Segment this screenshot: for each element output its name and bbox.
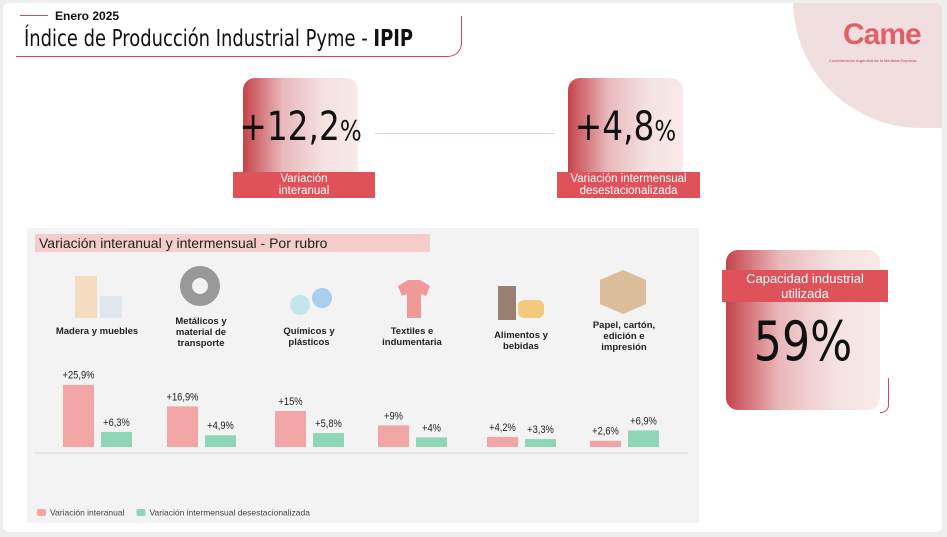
kpi-unit: % bbox=[339, 114, 362, 147]
connector bbox=[375, 133, 555, 134]
subtitle: Enero 2025 bbox=[55, 9, 120, 23]
kpi-value: +12,2% bbox=[237, 104, 364, 150]
kpi-number: +12,2 bbox=[239, 104, 340, 150]
bar bbox=[525, 439, 556, 447]
bar bbox=[628, 430, 659, 447]
bar bbox=[313, 433, 344, 447]
bar bbox=[416, 437, 447, 447]
kpi-value: 59% bbox=[740, 310, 866, 373]
bar bbox=[63, 384, 94, 447]
category-label: Metálicos y material de transporte bbox=[175, 316, 227, 349]
icon bbox=[498, 286, 516, 320]
kpi-box bbox=[568, 78, 683, 174]
kpi-number: 59 bbox=[753, 310, 811, 373]
icon bbox=[312, 288, 332, 308]
title-main: Índice de Producción Industrial Pyme - bbox=[24, 26, 374, 52]
legend-label: Variación intermensual desestacionalizad… bbox=[150, 507, 311, 517]
logo: Came bbox=[843, 18, 922, 51]
title-rule bbox=[20, 15, 48, 16]
logo-tagline: Confederación Argentina de la Mediana Em… bbox=[829, 58, 917, 63]
legend-swatch bbox=[136, 509, 146, 516]
icon bbox=[518, 300, 544, 318]
value-label: +25,9% bbox=[63, 370, 95, 382]
icon bbox=[600, 270, 646, 314]
category-label: Químicos y plásticos bbox=[283, 326, 335, 348]
value-label: +4,2% bbox=[489, 422, 516, 434]
bar bbox=[275, 411, 306, 447]
chart-title: Variación interanual y intermensual - Po… bbox=[39, 235, 328, 251]
chart-panel bbox=[27, 228, 699, 523]
kpi-unit: % bbox=[810, 310, 853, 373]
value-label: +2,6% bbox=[592, 426, 619, 438]
kpi-unit: % bbox=[654, 114, 677, 147]
category-label: Textiles e indumentaria bbox=[382, 326, 442, 348]
kpi-label-text: Variación interanual bbox=[278, 173, 330, 197]
value-label: +16,9% bbox=[167, 392, 199, 404]
value-label: +4% bbox=[422, 423, 441, 435]
category-label: Madera y muebles bbox=[55, 326, 139, 337]
kpi-value: +4,8% bbox=[562, 104, 689, 150]
bar bbox=[101, 431, 132, 447]
bar bbox=[205, 435, 236, 447]
bar bbox=[590, 440, 621, 447]
kpi-label-text: Capacidad industrial utilizada bbox=[746, 271, 864, 301]
kpi-box bbox=[243, 78, 358, 174]
icon bbox=[398, 280, 430, 318]
icons bbox=[75, 266, 646, 320]
value-label: +6,3% bbox=[103, 417, 130, 429]
icon bbox=[75, 276, 97, 318]
category-label: Alimentos y bebidas bbox=[494, 330, 548, 352]
kpi-label: Capacidad industrial utilizada bbox=[722, 270, 888, 302]
kpi-number: +4,8 bbox=[574, 104, 655, 150]
icon bbox=[192, 278, 208, 294]
category-label: Papel, cartón, edición e impresión bbox=[592, 320, 656, 353]
icon bbox=[290, 295, 310, 315]
value-label: +5,8% bbox=[315, 418, 342, 430]
legend-label: Variación interanual bbox=[50, 507, 125, 517]
bar bbox=[378, 425, 409, 447]
kpi-label: Variación intermensual desestacionalizad… bbox=[557, 172, 700, 198]
title-frame bbox=[16, 16, 462, 57]
legend-swatch bbox=[37, 509, 46, 516]
chart-title-band bbox=[35, 234, 430, 252]
kpi-label-text: Variación intermensual desestacionalizad… bbox=[570, 173, 687, 197]
value-label: +6,9% bbox=[630, 416, 657, 428]
icon bbox=[100, 296, 122, 318]
title-emphasis: IPIP bbox=[373, 26, 414, 52]
value-label: +15% bbox=[278, 396, 302, 408]
value-label: +9% bbox=[384, 411, 403, 423]
title: Índice de Producción Industrial Pyme - I… bbox=[24, 26, 413, 52]
bar bbox=[487, 436, 518, 447]
bar bbox=[167, 406, 198, 447]
value-label: +4,9% bbox=[207, 421, 234, 433]
value-label: +3,3% bbox=[527, 424, 554, 436]
kpi-label: Variación interanual bbox=[233, 172, 375, 198]
